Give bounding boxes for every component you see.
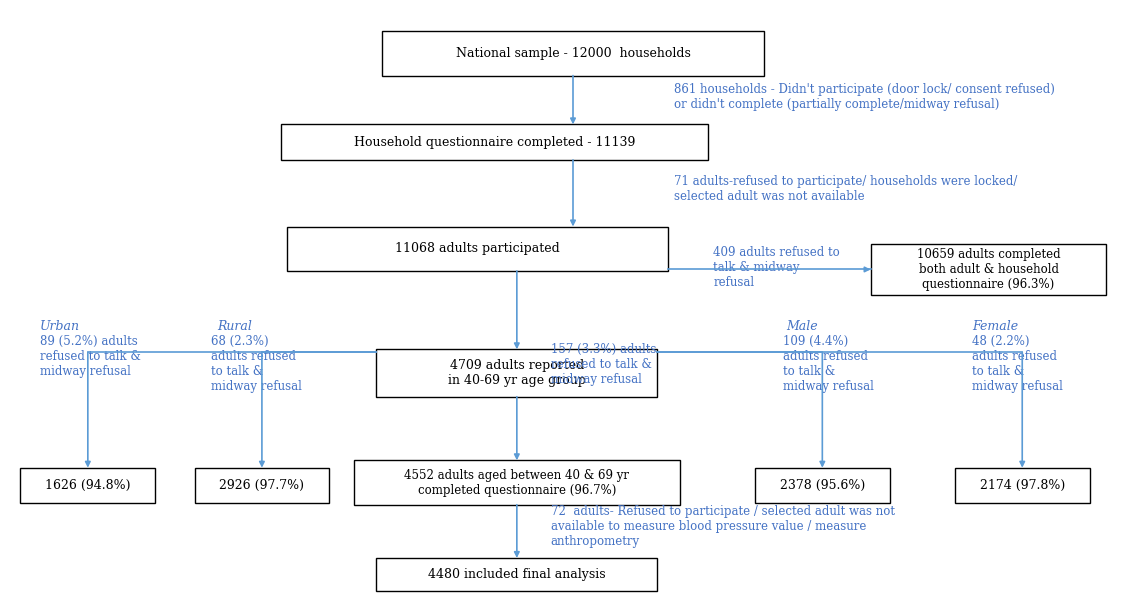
Text: Urban: Urban <box>39 320 79 333</box>
FancyBboxPatch shape <box>286 226 668 271</box>
FancyBboxPatch shape <box>871 244 1107 295</box>
FancyBboxPatch shape <box>376 558 658 591</box>
Text: Female: Female <box>972 320 1018 333</box>
Text: Male: Male <box>786 320 818 333</box>
Text: 2174 (97.8%): 2174 (97.8%) <box>980 479 1065 492</box>
Text: 11068 adults participated: 11068 adults participated <box>395 242 560 255</box>
Text: 89 (5.2%) adults
refused to talk &
midway refusal: 89 (5.2%) adults refused to talk & midwa… <box>39 335 141 378</box>
Text: 4480 included final analysis: 4480 included final analysis <box>429 568 605 581</box>
FancyBboxPatch shape <box>955 467 1090 503</box>
Text: 409 adults refused to
talk & midway
refusal: 409 adults refused to talk & midway refu… <box>713 246 840 289</box>
Text: 48 (2.2%)
adults refused
to talk &
midway refusal: 48 (2.2%) adults refused to talk & midwa… <box>972 335 1062 393</box>
Text: 1626 (94.8%): 1626 (94.8%) <box>45 479 131 492</box>
Text: 4552 adults aged between 40 & 69 yr
completed questionnaire (96.7%): 4552 adults aged between 40 & 69 yr comp… <box>405 469 629 496</box>
FancyBboxPatch shape <box>354 460 680 505</box>
FancyBboxPatch shape <box>382 31 764 76</box>
Text: 2378 (95.6%): 2378 (95.6%) <box>779 479 865 492</box>
Text: 72  adults- Refused to participate / selected adult was not
available to measure: 72 adults- Refused to participate / sele… <box>550 505 895 548</box>
Text: National sample - 12000  households: National sample - 12000 households <box>456 47 690 60</box>
Text: 68 (2.3%)
adults refused
to talk &
midway refusal: 68 (2.3%) adults refused to talk & midwa… <box>211 335 303 393</box>
Text: 71 adults-refused to participate/ households were locked/
selected adult was not: 71 adults-refused to participate/ househ… <box>674 175 1018 203</box>
FancyBboxPatch shape <box>21 467 155 503</box>
FancyBboxPatch shape <box>195 467 329 503</box>
FancyBboxPatch shape <box>281 124 708 160</box>
FancyBboxPatch shape <box>376 349 658 397</box>
Text: Rural: Rural <box>217 320 252 333</box>
FancyBboxPatch shape <box>755 467 889 503</box>
Text: 2926 (97.7%): 2926 (97.7%) <box>219 479 305 492</box>
Text: 157 (3.3%) adults
refused to talk &
midway refusal: 157 (3.3%) adults refused to talk & midw… <box>550 344 656 387</box>
Text: 4709 adults reported
in 40-69 yr age group: 4709 adults reported in 40-69 yr age gro… <box>448 359 586 387</box>
Text: 861 households - Didn't participate (door lock/ consent refused)
or didn't compl: 861 households - Didn't participate (doo… <box>674 83 1055 111</box>
Text: Household questionnaire completed - 11139: Household questionnaire completed - 1113… <box>354 136 635 149</box>
Text: 109 (4.4%)
adults refused
to talk &
midway refusal: 109 (4.4%) adults refused to talk & midw… <box>783 335 874 393</box>
Text: 10659 adults completed
both adult & household
questionnaire (96.3%): 10659 adults completed both adult & hous… <box>917 248 1060 291</box>
